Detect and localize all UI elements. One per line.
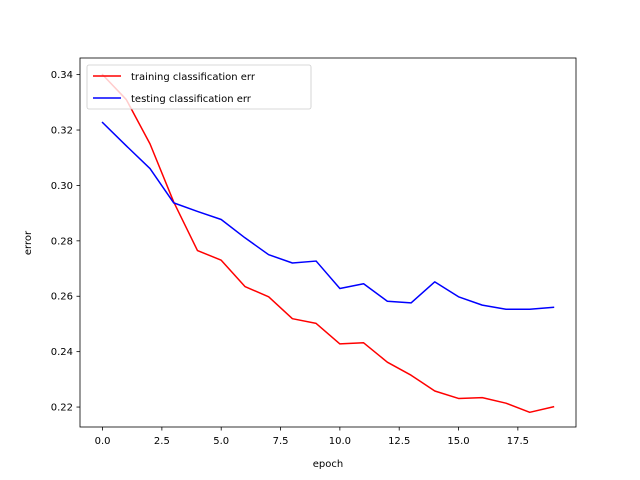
y-axis-label: error bbox=[23, 230, 34, 255]
y-tick-label-0: 0.22 bbox=[51, 403, 73, 414]
y-tick-label-3: 0.28 bbox=[51, 236, 73, 247]
y-tick-label-2: 0.26 bbox=[51, 292, 73, 303]
x-tick-label-6: 15.0 bbox=[447, 436, 469, 447]
y-tick-label-4: 0.30 bbox=[51, 181, 73, 192]
x-tick-label-1: 2.5 bbox=[154, 436, 170, 447]
x-tick-label-0: 0.0 bbox=[95, 436, 111, 447]
y-tick-label-1: 0.24 bbox=[51, 347, 73, 358]
y-tick-label-6: 0.34 bbox=[51, 70, 73, 81]
x-axis-ticks: 0.0 2.5 5.0 7.5 10.0 12.5 15.0 17.5 bbox=[95, 427, 529, 447]
y-axis-ticks: 0.22 0.24 0.26 0.28 0.30 0.32 0.34 bbox=[51, 70, 80, 414]
x-tick-label-7: 17.5 bbox=[507, 436, 529, 447]
plot-area bbox=[80, 58, 576, 427]
x-tick-label-3: 7.5 bbox=[273, 436, 289, 447]
y-tick-label-5: 0.32 bbox=[51, 126, 73, 137]
x-tick-label-2: 5.0 bbox=[213, 436, 229, 447]
x-axis-label: epoch bbox=[313, 459, 343, 470]
series-line-0 bbox=[101, 73, 555, 414]
legend: training classification err testing clas… bbox=[86, 64, 312, 110]
series-line-1 bbox=[101, 121, 555, 311]
legend-label-training: training classification err bbox=[131, 72, 256, 83]
legend-box bbox=[86, 64, 312, 110]
legend-label-testing: testing classification err bbox=[131, 94, 252, 105]
x-tick-label-4: 10.0 bbox=[329, 436, 351, 447]
plot-frame bbox=[79, 57, 577, 428]
x-tick-label-5: 12.5 bbox=[388, 436, 410, 447]
series-layer bbox=[101, 73, 555, 414]
